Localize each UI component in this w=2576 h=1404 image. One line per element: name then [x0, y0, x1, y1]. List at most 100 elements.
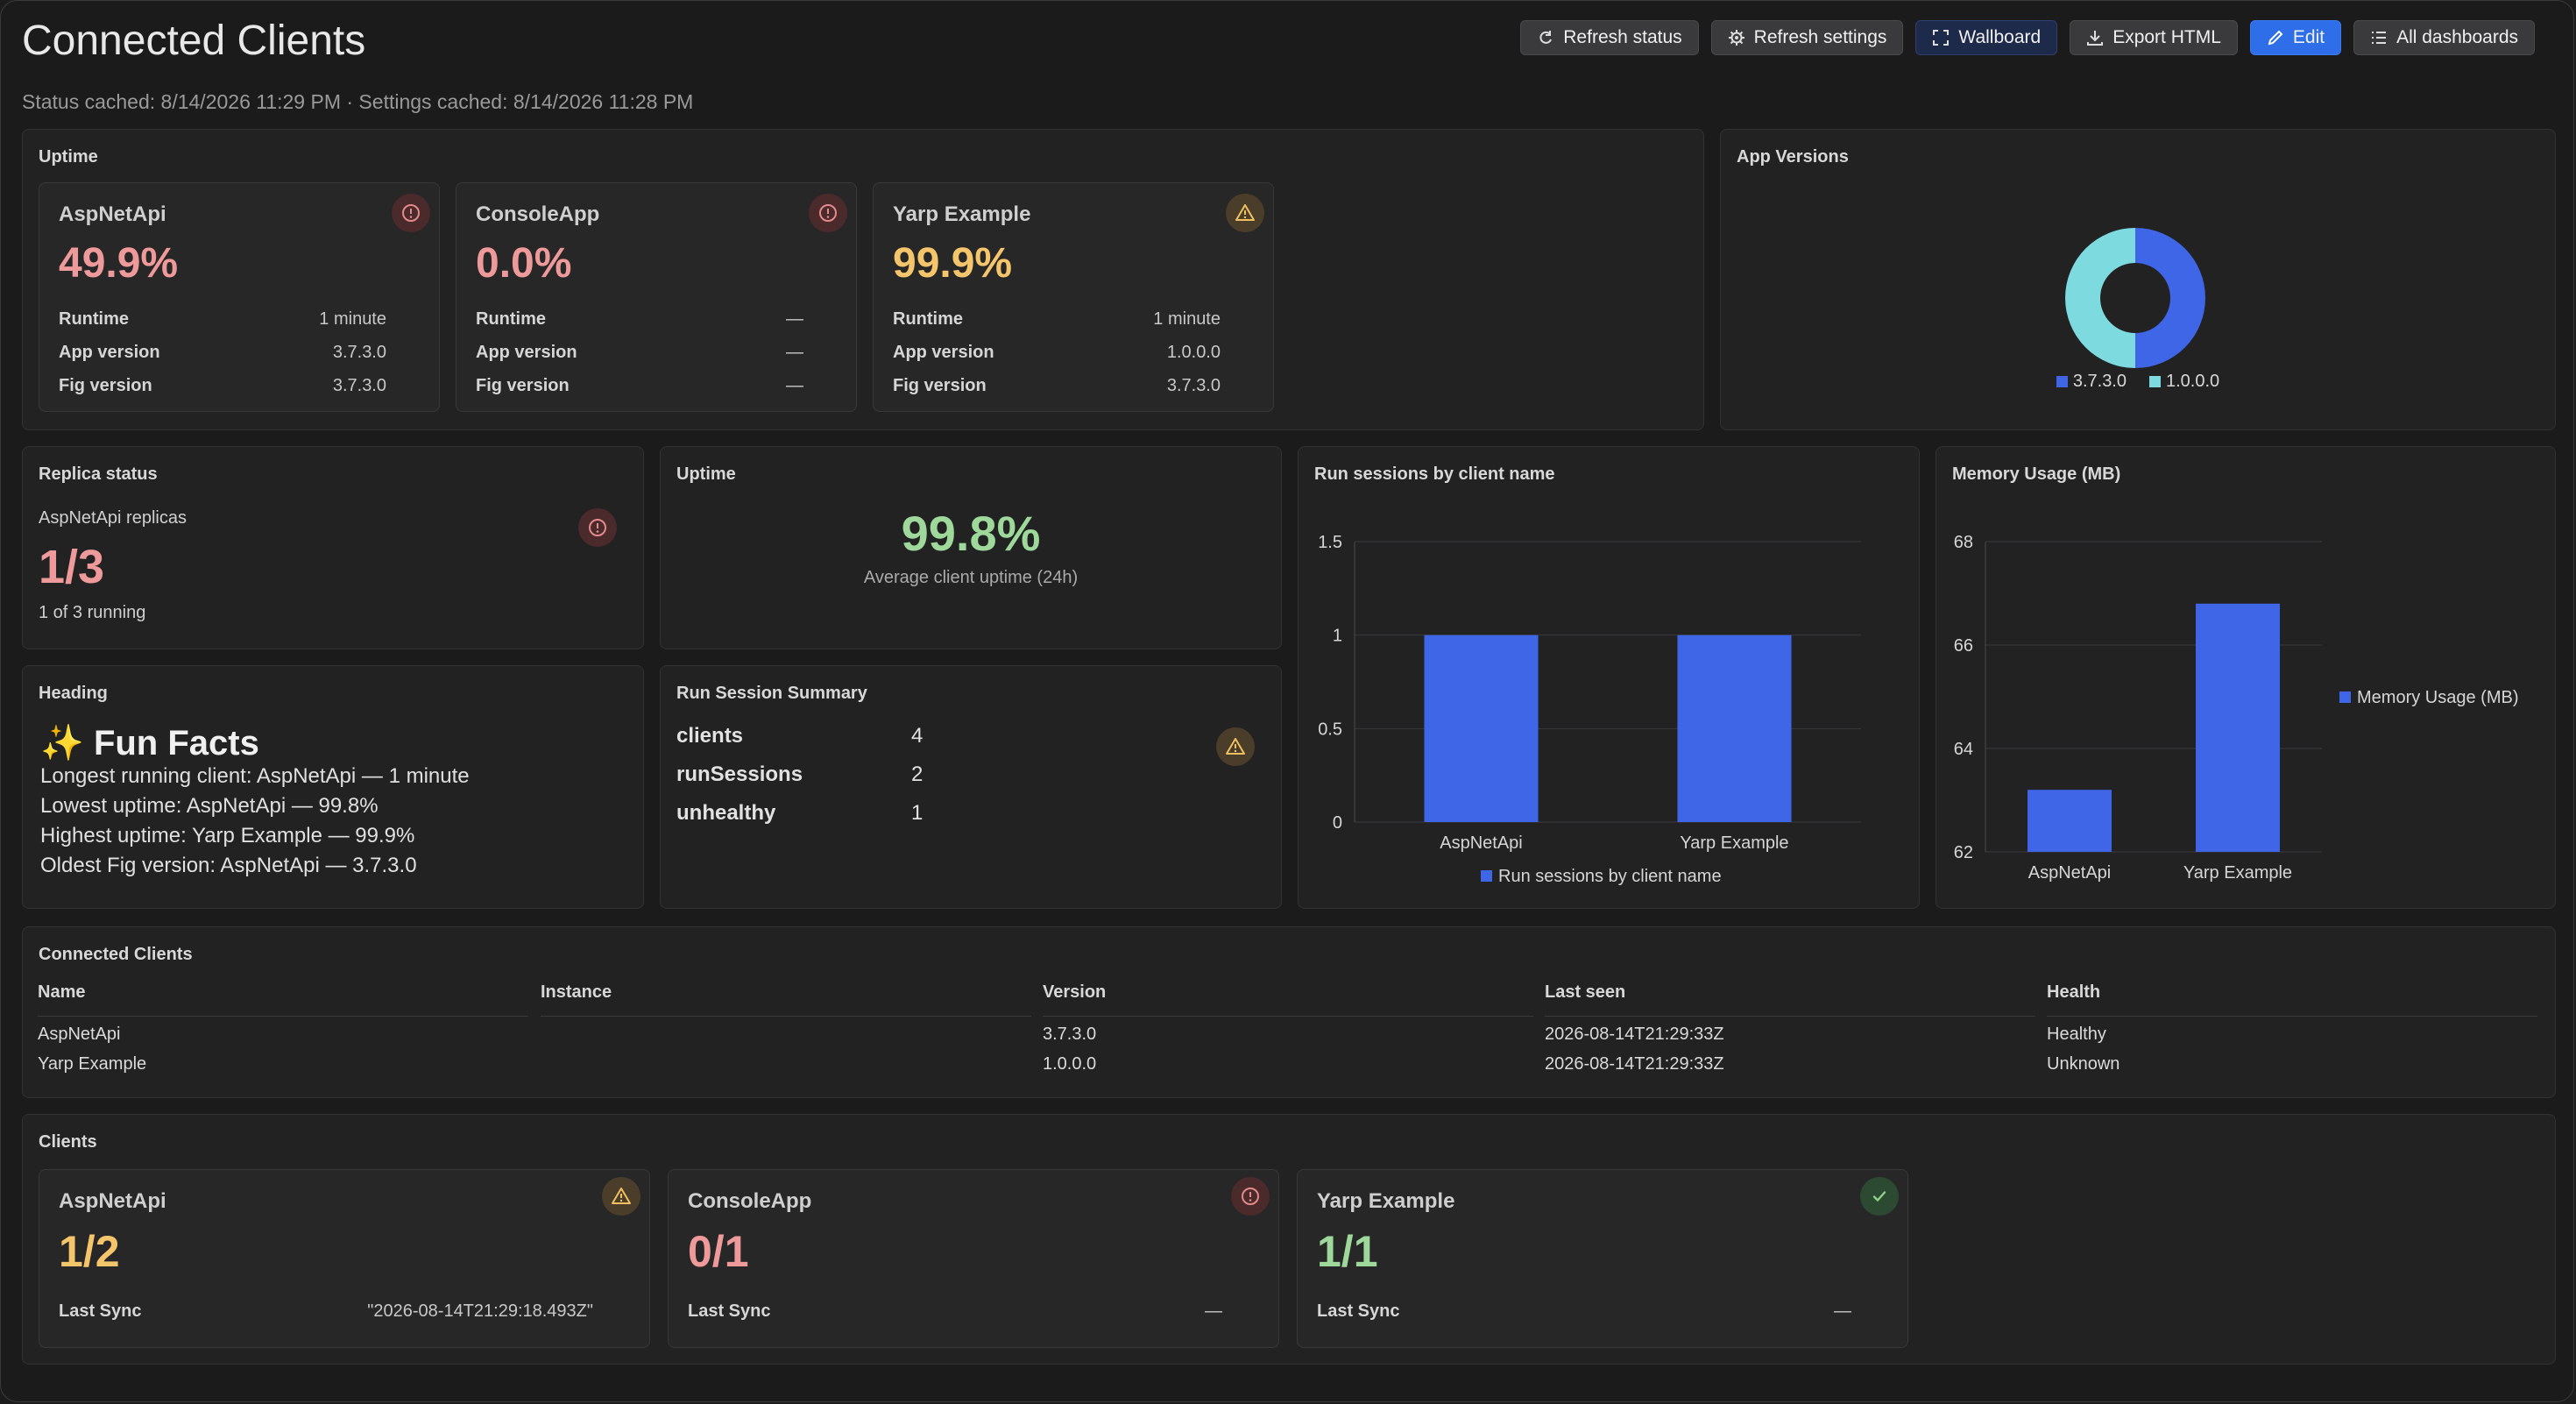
legend-label: 3.7.3.0: [2072, 372, 2127, 391]
wallboard-button[interactable]: Wallboard: [1915, 20, 2058, 55]
fun-fact-line: Highest uptime: Yarp Example — 99.9%: [40, 824, 415, 847]
last-sync-label: Last Sync: [1317, 1301, 1400, 1321]
summary-value: 4: [911, 724, 924, 748]
header-divider: [1043, 1016, 1533, 1017]
client-card-aspnetapi: AspNetApi 1/2 Last Sync "2026-08-14T21:29…: [39, 1169, 650, 1348]
legend-item[interactable]: 1.0.0.0: [2149, 372, 2219, 392]
replica-status-panel: Replica status AspNetApi replicas 1/3 1 …: [22, 446, 644, 649]
runtime-row: Runtime —: [476, 309, 803, 330]
last-sync-row: Last Sync "2026-08-14T21:29:18.493Z": [59, 1301, 593, 1322]
legend-swatch: [1481, 870, 1492, 882]
column-header-health[interactable]: Health: [2047, 982, 2101, 1002]
app-versions-donut-chart: [2065, 228, 2205, 368]
refresh-icon: [1539, 31, 1553, 44]
refresh-settings-label: Refresh settings: [1753, 27, 1887, 47]
column-header-name[interactable]: Name: [38, 982, 86, 1002]
connected-clients-table-panel: Connected Clients: [22, 926, 2556, 1098]
fig-version-value: —: [786, 376, 803, 395]
client-sync-ratio: 1/2: [59, 1227, 120, 1276]
uptime-panel: Uptime AspNetApi 49.9% Runtime 1 minute A…: [22, 129, 1704, 430]
run-sessions-chart-panel: Run sessions by client name 0 0.5 1 1.5 AspN…: [1298, 446, 1920, 909]
connected-clients-table-title: Connected Clients: [39, 945, 193, 964]
legend-swatch: [2339, 691, 2351, 703]
fun-fact-line: Lowest uptime: AspNetApi — 99.8%: [40, 794, 379, 818]
bar-AspNetApi[interactable]: [2028, 790, 2112, 852]
cell-name: AspNetApi: [38, 1025, 121, 1044]
summary-row-unhealthy: unhealthy 1: [676, 801, 923, 826]
last-sync-value: —: [1205, 1301, 1222, 1321]
run-session-summary-title: Run Session Summary: [676, 684, 867, 703]
bar-AspNetApi[interactable]: [1424, 635, 1539, 822]
header-divider: [2047, 1016, 2537, 1017]
cell-health: Healthy: [2047, 1025, 2106, 1044]
run-sessions-bar-chart: 0 0.5 1 1.5 AspNetApi Yarp Example Run session…: [1318, 533, 1861, 886]
replica-value: 1/3: [39, 541, 105, 593]
client-name: ConsoleApp: [476, 202, 600, 226]
average-uptime-caption: Average client uptime (24h): [863, 568, 1079, 587]
error-icon: [1231, 1177, 1270, 1216]
export-html-button[interactable]: Export HTML: [2070, 20, 2238, 55]
uptime-value: 49.9%: [59, 240, 179, 287]
app-versions-legend: 3.7.3.0 1.0.0.0: [1721, 372, 2555, 392]
uptime-panel-title: Uptime: [39, 147, 98, 167]
edit-button[interactable]: Edit: [2249, 20, 2342, 55]
pie-slice-3.7.3.0[interactable]: [2135, 228, 2205, 368]
cell-name: Yarp Example: [38, 1054, 147, 1074]
column-header-version[interactable]: Version: [1043, 982, 1107, 1002]
replica-caption: 1 of 3 running: [39, 603, 146, 622]
fig-version-label: Fig version: [59, 376, 152, 395]
fig-version-value: 3.7.3.0: [332, 376, 386, 395]
app-version-row: App version 1.0.0.0: [893, 343, 1221, 363]
app-version-value: —: [786, 343, 803, 362]
runtime-value: —: [786, 309, 803, 329]
fig-version-value: 3.7.3.0: [1166, 376, 1221, 395]
warning-icon: [602, 1177, 640, 1216]
toolbar: Refresh status Refresh settings Wallboar…: [1520, 20, 2535, 55]
summary-row-clients: clients 4: [676, 724, 923, 748]
client-sync-ratio: 1/1: [1317, 1227, 1378, 1276]
runtime-row: Runtime 1 minute: [59, 309, 386, 330]
app-version-row: App version 3.7.3.0: [59, 343, 386, 363]
bar-Yarp Example[interactable]: [1677, 635, 1792, 822]
memory-usage-chart-panel: Memory Usage (MB) 62 64 66 68 AspNetApi Yarp …: [1936, 446, 2556, 909]
runtime-label: Runtime: [476, 309, 546, 329]
legend-item[interactable]: 3.7.3.0: [2056, 372, 2127, 392]
last-sync-label: Last Sync: [59, 1301, 142, 1321]
check-icon: [1860, 1177, 1899, 1216]
list-icon: [2372, 32, 2387, 44]
client-card-consoleapp: ConsoleApp 0/1 Last Sync —: [668, 1169, 1279, 1348]
refresh-settings-button[interactable]: Refresh settings: [1710, 20, 1904, 55]
cell-last-seen: 2026-08-14T21:29:33Z: [1545, 1025, 1724, 1044]
wallboard-label: Wallboard: [1958, 27, 2042, 47]
summary-value: 1: [911, 801, 924, 825]
pie-slice-1.0.0.0[interactable]: [2065, 228, 2135, 368]
all-dashboards-button[interactable]: All dashboards: [2353, 20, 2535, 55]
sparkles-icon: ✨: [40, 724, 84, 762]
legend-label: 1.0.0.0: [2166, 372, 2220, 391]
column-header-last-seen[interactable]: Last seen: [1545, 982, 1626, 1002]
y-tick-label: 1.5: [1318, 533, 1342, 552]
uptime-value: 99.9%: [893, 240, 1013, 287]
bar-Yarp Example[interactable]: [2196, 603, 2280, 852]
legend-swatch: [2149, 376, 2161, 387]
refresh-status-button[interactable]: Refresh status: [1520, 20, 1699, 55]
export-html-label: Export HTML: [2112, 27, 2221, 47]
runtime-label: Runtime: [59, 309, 129, 329]
replica-label: AspNetApi replicas: [39, 508, 187, 528]
fun-fact-line: Oldest Fig version: AspNetApi — 3.7.3.0: [40, 854, 417, 877]
error-icon: [392, 194, 430, 232]
legend-label[interactable]: Memory Usage (MB): [2357, 688, 2518, 707]
client-sync-ratio: 0/1: [688, 1227, 749, 1276]
clients-panel: Clients AspNetApi 1/2 Last Sync "2026-08-…: [22, 1114, 2556, 1365]
y-tick-label: 68: [1954, 533, 1973, 552]
pencil-icon: [2268, 30, 2283, 46]
client-name: AspNetApi: [59, 1189, 166, 1213]
column-header-instance[interactable]: Instance: [541, 982, 612, 1002]
runtime-label: Runtime: [893, 309, 963, 329]
header-divider: [38, 1016, 528, 1017]
runtime-row: Runtime 1 minute: [893, 309, 1221, 330]
page-title: Connected Clients: [22, 18, 366, 64]
x-tick-label: Yarp Example: [1680, 833, 1788, 853]
legend-label[interactable]: Run sessions by client name: [1498, 867, 1722, 886]
